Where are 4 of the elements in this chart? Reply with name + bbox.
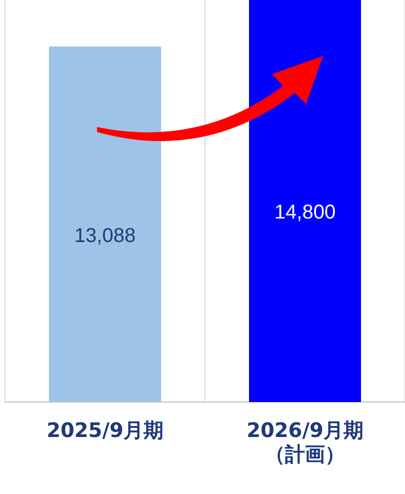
data-label: 14,800 bbox=[274, 202, 336, 224]
data-label: 13,088 bbox=[74, 224, 136, 247]
x-tick-label: 2026/9月期（計画） bbox=[246, 418, 364, 466]
x-tick-label: 2025/9月期 bbox=[46, 418, 164, 442]
